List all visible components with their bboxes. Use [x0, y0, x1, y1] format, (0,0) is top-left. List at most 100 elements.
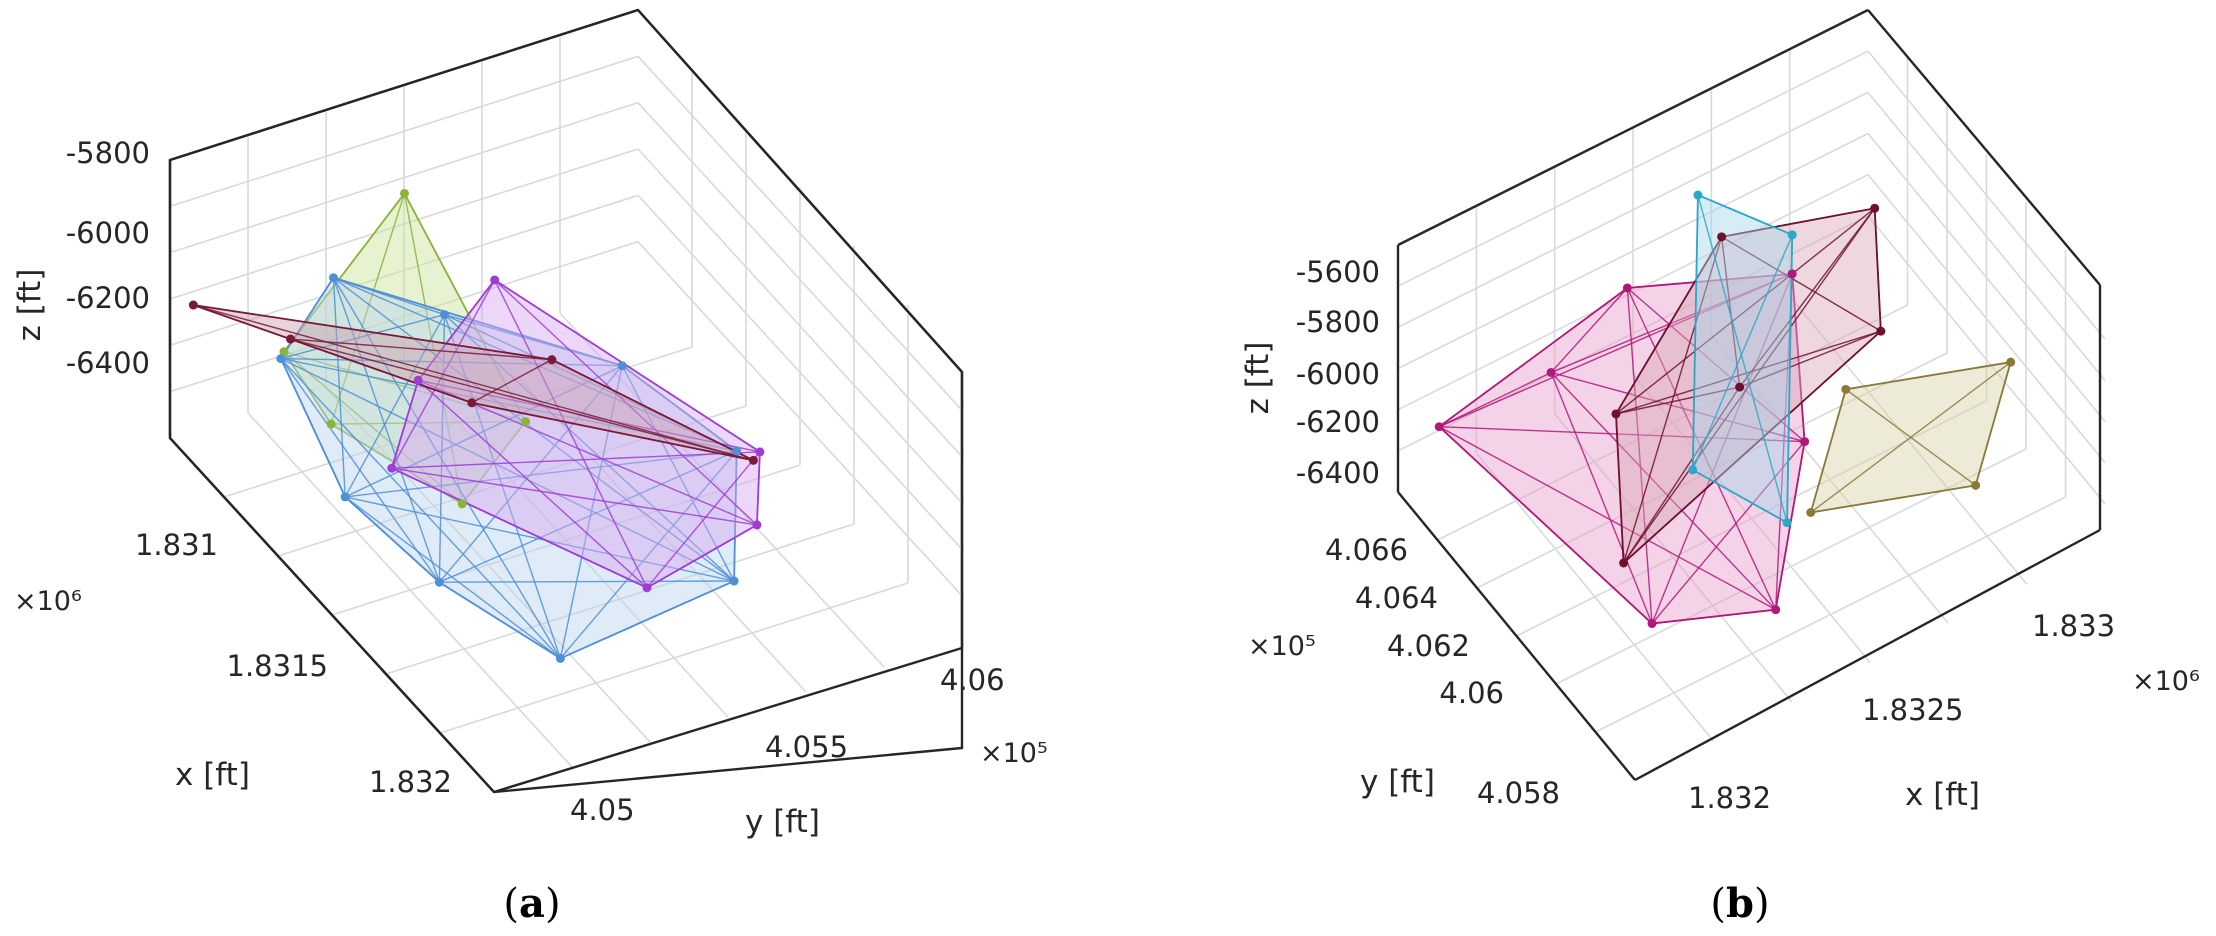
panel-b-point-cluster-maroon — [1735, 382, 1745, 392]
panel-b-edge-cluster-magenta — [1651, 273, 1793, 624]
panel-b-point-cluster-magenta — [1434, 422, 1444, 432]
panel-a-point-cluster-green — [521, 417, 530, 427]
panel-a-point-cluster-blue — [555, 653, 565, 663]
panel-b-y-multiplier: ×10⁵ — [1248, 631, 1316, 662]
panel-b-gridline — [1867, 215, 2106, 505]
panel-b-edge-cluster-cyan — [1692, 469, 1788, 524]
panel-a-point-cluster-green — [279, 347, 289, 357]
panel-a-point-cluster-blue — [340, 492, 350, 502]
panel-a-point-cluster-darkred — [188, 300, 198, 310]
panel-b-z-label: z [ft] — [1240, 342, 1276, 415]
panel-b-edge-cluster-maroon — [1721, 207, 1875, 238]
panel-b-x-multiplier: ×10⁶ — [2132, 666, 2200, 697]
panel-b-edge-cluster-maroon — [1623, 386, 1741, 564]
panel-a-y-tick: 4.06 — [940, 663, 1005, 697]
panel-a-x-multiplier: ×10⁶ — [14, 586, 82, 617]
panel-b-edge-cluster-cyan — [1697, 194, 1788, 523]
panel-a-point-cluster-purple — [387, 463, 397, 473]
panel-b-edge-cluster-maroon — [1615, 207, 1876, 415]
panel-a-grid — [169, 35, 963, 768]
panel-b-edge-cluster-maroon — [1615, 386, 1740, 415]
panel-a-edge-cluster-green — [283, 351, 463, 505]
panel-a-edge-cluster-purple — [646, 451, 761, 589]
panel-b-point-cluster-magenta — [1800, 437, 1810, 447]
panel-b-z-tick: -5800 — [1296, 305, 1380, 339]
panel-b-edge-cluster-magenta — [1791, 273, 1806, 442]
panel-a-edge-cluster-purple — [417, 379, 761, 453]
panel-a-edge-cluster-darkred — [290, 338, 754, 462]
panel-a-edge-cluster-purple — [391, 467, 648, 589]
panel-a-z-label: z [ft] — [12, 269, 48, 342]
panel-b-point-cluster-magenta — [1787, 269, 1797, 279]
panel-b-point-cluster-cyan — [1688, 465, 1698, 475]
panel-b-edge-cluster-maroon — [1615, 236, 1723, 415]
panel-a-edge-cluster-purple — [417, 379, 648, 589]
panel-a-edge-cluster-darkred — [193, 304, 552, 361]
panel-b-edge-cluster-magenta — [1438, 287, 1628, 428]
panel-a-caption-letter: a — [519, 880, 545, 927]
panel-b-edge-cluster-maroon — [1622, 236, 1723, 564]
panel-b-point-cluster-olive — [1806, 508, 1816, 517]
panel-b-x-tick: 1.833 — [2032, 609, 2115, 643]
panel-a-edge-cluster-purple — [391, 467, 758, 526]
panel-b-point-cluster-magenta — [1771, 605, 1781, 615]
panel-b-point-cluster-maroon — [1870, 203, 1880, 213]
panel-a-z-tick: -6400 — [66, 346, 150, 380]
panel-b: -5600 -5800 -6000 -6200 -6400 z [ft] 4.0… — [1240, 8, 2200, 927]
panel-a-edge-cluster-blue — [345, 496, 735, 582]
panel-b-y-tick: 4.064 — [1355, 581, 1438, 615]
panel-b-edge-cluster-olive — [1810, 389, 1847, 513]
panel-b-point-cluster-olive — [2006, 357, 2016, 367]
panel-b-point-cluster-magenta — [1622, 283, 1632, 293]
panel-a-edge-cluster-blue — [280, 357, 623, 367]
panel-b-edge — [1634, 528, 2101, 782]
panel-a-point-cluster-blue — [617, 361, 627, 371]
panel-b-edge-cluster-magenta — [1651, 441, 1806, 624]
panel-a-edge-cluster-blue — [621, 365, 735, 582]
panel-a-edge-cluster-darkred — [471, 359, 553, 404]
panel-b-y-tick: 4.06 — [1439, 676, 1504, 710]
panel-b-point-cluster-cyan — [1693, 190, 1703, 200]
panel-b-z-tick: -6400 — [1296, 456, 1380, 490]
panel-a-edge-cluster-green — [330, 193, 406, 425]
panel-a-y-multiplier: ×10⁵ — [980, 738, 1048, 769]
panel-b-edge-cluster-maroon — [1721, 236, 1882, 332]
panel-a-edge-cluster-purple — [417, 279, 496, 381]
panel-b-edge-cluster-maroon — [1739, 330, 1882, 388]
panel-a-point-cluster-green — [399, 188, 409, 198]
panel-b-point-cluster-maroon — [1611, 409, 1621, 419]
panel-b-point-cluster-magenta — [1546, 367, 1556, 377]
panel-a-edge-cluster-purple — [391, 451, 760, 469]
panel-a-point-cluster-darkred — [467, 398, 477, 408]
panel-a-z-tick: -5800 — [66, 136, 150, 170]
panel-b-edge-cluster-magenta — [1438, 426, 1777, 611]
panel-a-edge-cluster-green — [331, 420, 526, 425]
panel-b-edge-cluster-maroon — [1615, 330, 1882, 415]
panel-a-point-cluster-purple — [755, 447, 765, 457]
panel-b-gridline — [1397, 215, 1869, 452]
panel-a-point-cluster-darkred — [547, 355, 557, 365]
panel-a-edge-cluster-blue — [438, 314, 446, 583]
panel-a-x-tick: 1.8315 — [227, 649, 328, 683]
panel-a-edge — [169, 8, 639, 162]
panel-a-edge-cluster-darkred — [193, 304, 754, 462]
panel-a-edge-cluster-blue — [280, 313, 445, 360]
panel-a-edge-cluster-blue — [344, 496, 561, 659]
panel-a-edge — [493, 646, 963, 794]
panel-a-edge-cluster-blue — [621, 365, 738, 452]
panel-b-edge-cluster-maroon — [1739, 207, 1876, 388]
panel-a-z-tick: -6200 — [66, 281, 150, 315]
panel-b-edge-cluster-magenta — [1438, 273, 1793, 428]
panel-b-y-tick: 4.058 — [1477, 776, 1560, 810]
panel-b-point-cluster-maroon — [1876, 326, 1886, 336]
panel-b-edge-cluster-magenta — [1550, 371, 1777, 611]
panel-a-x-tick: 1.832 — [369, 765, 452, 799]
panel-a-y-label: y [ft] — [745, 804, 820, 840]
panel-b-point-cluster-olive — [1841, 384, 1851, 394]
panel-b-edge-cluster-cyan — [1692, 234, 1793, 471]
panel-b-edge-cluster-magenta — [1550, 287, 1628, 373]
panel-a-point-cluster-green — [457, 499, 467, 509]
panel-a-hulls — [193, 191, 761, 660]
panel-a-edge-cluster-blue — [559, 450, 738, 659]
